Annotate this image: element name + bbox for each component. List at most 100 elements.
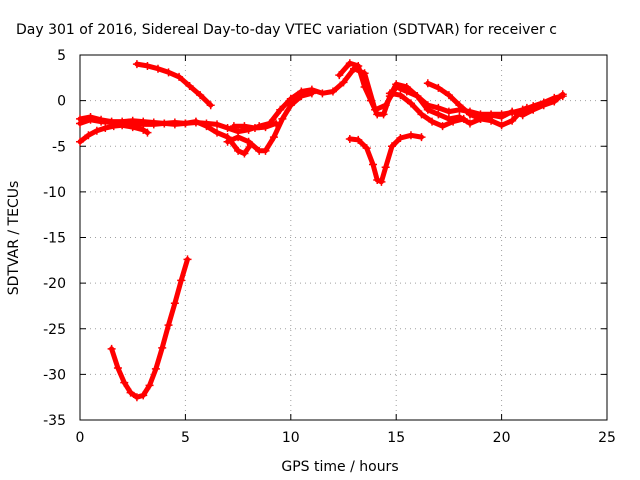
- data-point: [223, 124, 232, 132]
- data-point: [101, 124, 110, 132]
- data-point: [164, 321, 173, 330]
- chart-title: Day 301 of 2016, Sidereal Day-to-day VTE…: [16, 22, 557, 38]
- data-point: [139, 125, 148, 134]
- data-point: [392, 80, 401, 89]
- data-point: [139, 117, 148, 126]
- data-point: [438, 122, 447, 131]
- data-point: [373, 176, 382, 185]
- data-point: [476, 112, 485, 121]
- data-point: [181, 119, 190, 128]
- data-point: [234, 146, 243, 155]
- data-point: [434, 83, 443, 92]
- data-point: [354, 61, 363, 70]
- data-point: [318, 89, 327, 98]
- data-point: [92, 126, 101, 135]
- data-point: [153, 64, 162, 73]
- axis-ticks: 0 5 10 15 20 25 5 0 -5 -10 -15 -20 -25 -30 -35: [43, 48, 616, 446]
- data-point: [170, 299, 179, 308]
- data-point: [132, 393, 141, 402]
- data-point: [196, 91, 205, 100]
- data-point: [143, 61, 152, 70]
- data-point: [84, 131, 93, 140]
- data-series-7: [107, 255, 192, 402]
- data-point: [223, 137, 232, 146]
- data-point: [175, 72, 184, 81]
- data-point: [76, 114, 84, 123]
- data-series-8: [345, 131, 426, 186]
- data-point: [213, 128, 222, 137]
- data-point: [387, 142, 396, 151]
- data-point: [396, 91, 405, 100]
- data-point: [170, 118, 179, 127]
- series-trace: [77, 114, 254, 157]
- data-series-1: [76, 64, 567, 136]
- data-point: [360, 82, 369, 91]
- data-point: [107, 117, 116, 126]
- data-point: [518, 111, 527, 120]
- data-point: [128, 116, 137, 125]
- data-point: [113, 363, 122, 372]
- data-series-11: [385, 89, 468, 131]
- data-point: [107, 344, 116, 353]
- data-point: [487, 111, 496, 120]
- data-point: [508, 116, 517, 125]
- data-point: [362, 144, 371, 153]
- y-tick-label: -30: [43, 367, 66, 383]
- x-tick-label: 10: [282, 430, 300, 446]
- data-series-12: [465, 90, 567, 122]
- data-point: [423, 79, 432, 88]
- y-tick-label: -20: [43, 276, 66, 292]
- data-point: [417, 110, 426, 119]
- data-series-4: [223, 89, 316, 155]
- data-point: [345, 134, 354, 143]
- series-trace: [467, 91, 566, 120]
- data-point: [76, 137, 84, 146]
- series-layer: [76, 59, 567, 402]
- y-tick-label: 0: [57, 94, 66, 110]
- data-point: [345, 59, 354, 68]
- data-point: [449, 117, 458, 126]
- data-series-6: [132, 60, 215, 110]
- data-point: [413, 92, 422, 101]
- data-point: [185, 82, 194, 91]
- data-series-5: [229, 119, 281, 132]
- data-point: [335, 71, 344, 80]
- data-point: [229, 122, 238, 131]
- data-point: [118, 117, 127, 126]
- data-point: [417, 133, 426, 142]
- data-point: [206, 101, 215, 110]
- data-point: [328, 87, 337, 96]
- data-point: [497, 113, 506, 122]
- y-tick-label: -25: [43, 322, 66, 338]
- data-point: [120, 378, 129, 387]
- data-point: [558, 90, 567, 99]
- data-point: [191, 117, 200, 126]
- data-point: [244, 137, 253, 146]
- data-point: [177, 276, 186, 285]
- data-point: [297, 92, 306, 101]
- data-point: [126, 388, 135, 397]
- data-point: [396, 134, 405, 143]
- y-tick-label: -35: [43, 413, 66, 429]
- data-point: [240, 122, 249, 131]
- data-point: [143, 128, 152, 137]
- data-point: [529, 105, 538, 114]
- series-trace: [387, 90, 467, 129]
- y-tick-label: -5: [52, 139, 66, 155]
- data-point: [385, 89, 394, 98]
- data-point: [406, 131, 415, 140]
- data-point: [459, 114, 468, 123]
- series-trace: [109, 256, 190, 400]
- y-tick-label: 5: [57, 48, 66, 64]
- data-point: [145, 381, 154, 390]
- data-point: [550, 97, 559, 106]
- data-point: [444, 107, 453, 116]
- data-point: [434, 110, 443, 119]
- data-point: [261, 146, 270, 155]
- y-axis-label: SDTVAR / TECUs: [6, 181, 22, 296]
- x-tick-label: 0: [76, 430, 85, 446]
- data-point: [151, 364, 160, 373]
- data-point: [307, 89, 316, 98]
- data-point: [97, 115, 106, 124]
